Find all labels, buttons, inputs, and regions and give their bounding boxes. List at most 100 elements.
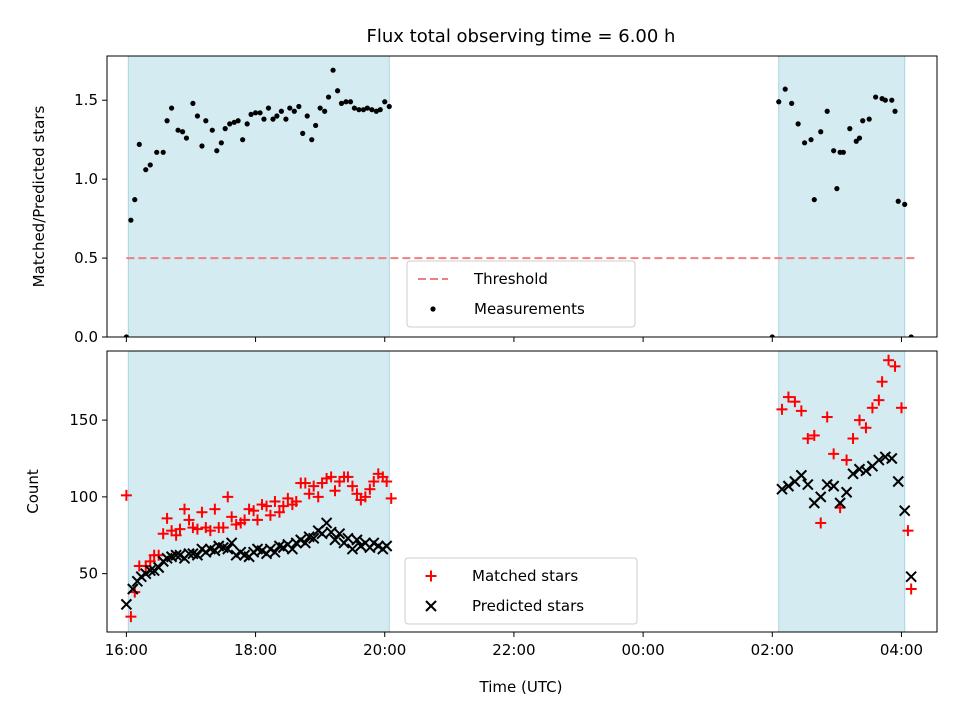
data-point xyxy=(382,99,388,105)
data-point xyxy=(905,571,917,583)
data-point xyxy=(377,107,383,113)
data-point xyxy=(789,100,795,106)
data-point xyxy=(191,549,204,561)
data-point xyxy=(889,360,901,372)
data-point xyxy=(908,334,914,337)
y-axis-label: Matched/Predicted stars xyxy=(30,106,48,288)
data-point xyxy=(782,391,794,403)
data-point xyxy=(795,405,807,417)
data-point xyxy=(334,88,341,94)
data-point xyxy=(795,121,801,127)
data-point xyxy=(123,334,129,337)
data-point xyxy=(368,476,380,488)
data-point xyxy=(882,97,888,103)
data-point xyxy=(175,127,181,133)
legend-label: Threshold xyxy=(473,270,548,288)
data-point xyxy=(164,118,170,124)
data-point xyxy=(226,511,238,523)
data-point xyxy=(834,497,846,509)
data-point xyxy=(274,113,280,119)
data-point xyxy=(299,537,312,549)
data-point xyxy=(183,135,190,141)
data-point xyxy=(866,116,872,122)
data-point xyxy=(902,525,914,537)
data-point xyxy=(351,534,363,546)
data-point xyxy=(346,480,358,492)
data-point xyxy=(343,99,349,105)
data-point xyxy=(876,376,888,388)
data-point xyxy=(802,478,814,491)
data-point xyxy=(827,480,840,492)
data-point xyxy=(304,113,310,119)
data-point xyxy=(282,492,294,504)
legend-swatch xyxy=(425,570,437,582)
data-point xyxy=(248,111,254,118)
data-point xyxy=(873,394,885,406)
data-point xyxy=(782,480,795,492)
data-point xyxy=(265,105,272,111)
data-point xyxy=(895,198,901,204)
data-point xyxy=(385,492,397,504)
data-point xyxy=(369,107,375,113)
observing-window xyxy=(778,351,906,632)
data-point xyxy=(132,197,138,203)
data-point xyxy=(235,118,241,124)
data-point xyxy=(847,468,859,480)
data-point xyxy=(892,108,898,114)
data-point xyxy=(287,105,293,111)
data-point xyxy=(386,103,392,110)
data-point xyxy=(847,433,859,445)
data-point xyxy=(831,148,837,154)
data-point xyxy=(277,500,289,512)
data-point xyxy=(892,475,904,488)
data-point xyxy=(359,491,371,503)
data-point xyxy=(330,67,336,73)
data-point xyxy=(860,118,866,124)
data-point xyxy=(802,433,814,445)
data-point xyxy=(808,137,814,143)
data-point xyxy=(136,141,142,148)
data-point xyxy=(127,583,139,595)
plot-area xyxy=(123,56,915,337)
data-point xyxy=(269,495,281,507)
chart-title: Flux total observing time = 6.00 h xyxy=(367,26,676,47)
y-axis-label: Count xyxy=(24,469,42,514)
data-point xyxy=(244,121,250,127)
data-point xyxy=(351,105,357,111)
data-point xyxy=(828,448,840,460)
data-point xyxy=(801,140,808,146)
data-point xyxy=(203,118,209,124)
data-point xyxy=(853,414,865,426)
data-point xyxy=(795,469,808,482)
data-point xyxy=(873,94,879,100)
data-point xyxy=(273,506,285,518)
data-point xyxy=(170,529,182,541)
data-point xyxy=(886,452,898,465)
data-point xyxy=(144,555,156,567)
data-point xyxy=(815,517,827,529)
data-point xyxy=(120,598,133,611)
data-point xyxy=(380,540,393,552)
legend: Matched stars Predicted stars xyxy=(404,557,638,625)
data-point xyxy=(307,532,320,545)
data-point xyxy=(811,197,817,203)
legend-swatch xyxy=(425,600,437,612)
legend-label: Predicted stars xyxy=(472,597,584,615)
data-point xyxy=(154,149,160,155)
data-point xyxy=(789,396,801,408)
data-point xyxy=(347,99,354,105)
data-point xyxy=(222,491,234,503)
data-point xyxy=(834,186,840,192)
data-point xyxy=(128,217,134,223)
data-point xyxy=(342,532,354,545)
data-point xyxy=(252,110,259,116)
data-point xyxy=(194,113,201,119)
data-point xyxy=(168,105,175,111)
x-tick-label: 02:00 xyxy=(751,641,794,659)
data-point xyxy=(152,561,165,574)
data-point xyxy=(898,504,911,517)
data-point xyxy=(769,334,775,337)
data-point xyxy=(342,471,354,483)
x-tick-label: 04:00 xyxy=(880,641,923,659)
data-point xyxy=(170,549,182,561)
